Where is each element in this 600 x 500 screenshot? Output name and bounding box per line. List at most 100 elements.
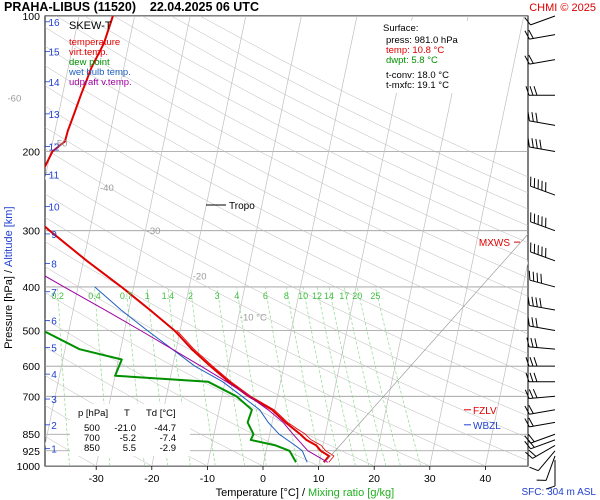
wind-barb (545, 460, 556, 490)
mixing-ratio-line (236, 286, 267, 466)
mixing-ratio-label: 20 (352, 291, 362, 301)
wind-barb (524, 433, 556, 444)
levels-table: p [hPa] T Td [°C] 500 -21.0 -44.7 700 -5… (70, 404, 190, 456)
dry-adiabat-line (45, 26, 528, 279)
temperature-tick-label: 20 (368, 473, 380, 485)
temperature-tick-label: -10 (200, 473, 215, 485)
mixing-ratio-label: 6 (263, 291, 268, 301)
legend-item-dew-point: dew point (69, 57, 110, 68)
dry-adiabat-line (45, 217, 528, 461)
altitude-tick-label: 3 (51, 395, 57, 406)
mixing-ratio-line (190, 286, 216, 466)
altitude-tick-label: 10 (48, 202, 60, 213)
profiles-layer (45, 16, 528, 463)
wind-barb (527, 295, 556, 311)
profile-line-dew-point (45, 330, 297, 463)
isotherm-label: -40 (100, 183, 114, 194)
parcel-reference-line (324, 233, 528, 463)
altitude-tick-label: 5 (51, 343, 57, 354)
y-axis-title-altitude: Altitude [km] (3, 206, 15, 267)
profile-line-udpraft-v-temp (45, 275, 328, 463)
temperature-tick-label: 10 (313, 473, 325, 485)
surface-box: Surface: press: 981.0 hPa temp: 10.8 °C … (382, 21, 476, 93)
table-cell: 5.5 (123, 443, 136, 454)
mixing-ratio-line (216, 286, 246, 466)
wind-barb (525, 357, 555, 367)
wind-barb (524, 15, 556, 26)
profile-line-wet-bulb-temp (94, 286, 308, 463)
table-cell: -5.2 (120, 433, 136, 444)
fzlv-label: FZLV (473, 406, 497, 417)
wind-barb (524, 417, 556, 428)
dry-adiabat-line (45, 85, 528, 335)
altitude-tick-label: 13 (48, 110, 60, 121)
wind-barb (525, 444, 556, 459)
table-header-p: p [hPa] (78, 408, 108, 419)
table-cell: -2.9 (160, 443, 176, 454)
grid-layer (45, 16, 528, 466)
profile-line-temperature (45, 16, 330, 463)
surface-tmxfc: t-mxfc: 19.1 °C (386, 80, 449, 91)
wind-barbs (524, 15, 556, 490)
mixing-ratio-label: 2 (188, 291, 193, 301)
altitude-tick-label: 6 (51, 317, 57, 328)
pressure-tick-label: 925 (22, 446, 40, 458)
mixing-ratio-line (316, 286, 356, 466)
dry-adiabat-line (45, 170, 528, 417)
mixing-ratio-line (343, 286, 387, 466)
surface-pressure: press: 981.0 hPa (386, 35, 459, 46)
altitude-tick-label: 12 (48, 143, 60, 154)
isotherm-line (45, 16, 80, 181)
mixing-ratio-label: 0.2 (51, 291, 64, 301)
temperature-tick-label: 0 (260, 473, 266, 485)
dry-adiabat-line (84, 16, 528, 243)
legend-item-wet-bulb: wet bulb temp. (68, 67, 131, 78)
isotherm-label: -20 (193, 271, 207, 282)
table-cell: 500 (84, 423, 100, 434)
wind-barb (526, 337, 556, 350)
dry-adiabat-line (45, 45, 528, 297)
pressure-tick-label: 850 (22, 429, 40, 441)
surface-tconv: t-conv: 18.0 °C (386, 70, 449, 81)
isotherm-line (45, 16, 135, 447)
table-cell: 700 (84, 433, 100, 444)
dry-adiabat-line (55, 16, 528, 261)
dry-adiabat-line (45, 148, 528, 395)
wind-barb (527, 111, 556, 126)
altitude-tick-label: 14 (48, 78, 60, 89)
table-cell: -7.4 (160, 433, 176, 444)
wind-barb (525, 86, 555, 96)
altitude-tick-label: 4 (51, 370, 57, 381)
table-cell: -21.0 (114, 423, 136, 434)
table-cell: -44.7 (154, 423, 176, 434)
profile-line-virt-temp (176, 330, 335, 463)
isotherm-line (485, 260, 528, 466)
dry-adiabat-line (45, 193, 528, 439)
table-cell: 850 (84, 443, 100, 454)
wind-barb (527, 137, 556, 152)
temperature-tick-label: 30 (424, 473, 436, 485)
dry-adiabat-line (45, 105, 528, 354)
table-header-td: Td [°C] (146, 408, 176, 419)
tropopause-label: Tropo (229, 201, 255, 212)
mixing-ratio-label: 1.4 (162, 291, 175, 301)
dry-adiabat-line (142, 16, 528, 210)
wbzl-label: WBZL (473, 421, 501, 432)
dry-adiabat-line (45, 241, 486, 466)
wind-barb (525, 372, 555, 383)
y-axis-title-pressure: Pressure [hPa] / (3, 269, 15, 349)
isotherm-label: -50 (54, 139, 68, 150)
isotherm-label: -60 (8, 94, 22, 105)
temperature-tick-label: 40 (480, 473, 492, 485)
temperature-tick-label: -20 (144, 473, 159, 485)
isotherm-label: -30 (147, 226, 161, 237)
wind-barb (530, 176, 556, 196)
legend-heading: SKEW-T (69, 20, 112, 32)
isotherm-line (262, 16, 358, 466)
mixing-ratio-line (328, 286, 370, 466)
altitude-tick-label: 8 (51, 260, 57, 271)
wind-barb (524, 405, 556, 415)
table-header-t: T (124, 408, 130, 419)
isotherm-line (429, 16, 525, 466)
mixing-ratio-label: 0.7 (120, 291, 133, 301)
